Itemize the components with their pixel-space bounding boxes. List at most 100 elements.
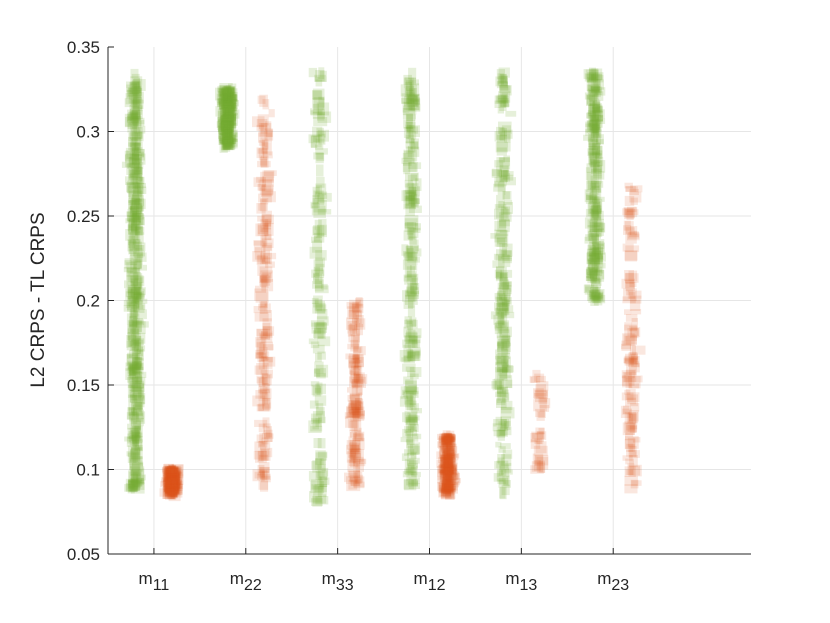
data-point bbox=[403, 326, 412, 338]
data-point bbox=[405, 122, 413, 129]
data-point bbox=[440, 489, 452, 500]
data-point bbox=[494, 180, 504, 188]
data-point bbox=[595, 153, 602, 159]
data-point bbox=[220, 138, 234, 144]
data-point bbox=[448, 481, 460, 488]
data-point bbox=[256, 404, 270, 412]
data-point bbox=[438, 490, 446, 498]
data-point bbox=[348, 403, 357, 409]
data-point bbox=[591, 148, 599, 155]
data-point bbox=[497, 312, 504, 324]
data-point bbox=[161, 467, 173, 473]
data-point bbox=[128, 362, 140, 370]
data-point bbox=[316, 176, 325, 188]
data-point bbox=[406, 395, 413, 402]
data-point bbox=[502, 364, 509, 373]
data-point bbox=[223, 127, 232, 139]
data-point bbox=[312, 302, 326, 314]
data-point bbox=[439, 445, 448, 453]
data-point bbox=[442, 467, 457, 478]
data-point bbox=[628, 270, 638, 282]
data-point bbox=[498, 127, 506, 141]
data-point bbox=[625, 335, 637, 345]
data-point bbox=[266, 130, 273, 138]
data-point bbox=[128, 218, 143, 229]
data-point bbox=[261, 391, 269, 405]
data-point bbox=[585, 167, 598, 180]
data-point bbox=[437, 441, 449, 448]
data-point bbox=[257, 225, 269, 234]
data-point bbox=[406, 426, 418, 432]
data-point bbox=[495, 367, 508, 379]
data-point bbox=[623, 225, 632, 235]
data-point bbox=[262, 142, 272, 156]
data-point bbox=[129, 413, 140, 422]
data-point bbox=[588, 104, 599, 117]
data-point bbox=[127, 385, 135, 398]
data-point bbox=[498, 121, 512, 134]
data-point bbox=[221, 140, 231, 152]
data-point bbox=[531, 431, 544, 442]
data-point bbox=[166, 476, 180, 489]
data-point bbox=[410, 285, 417, 295]
data-point bbox=[445, 489, 454, 499]
data-point bbox=[622, 455, 633, 461]
data-point bbox=[163, 463, 175, 476]
data-point bbox=[165, 477, 178, 487]
data-point bbox=[132, 370, 142, 384]
data-point bbox=[312, 419, 319, 430]
data-point bbox=[311, 327, 322, 334]
data-point bbox=[221, 138, 235, 145]
data-point bbox=[499, 326, 512, 338]
data-point bbox=[407, 131, 417, 140]
data-point bbox=[254, 419, 268, 427]
data-point bbox=[131, 319, 145, 326]
data-point bbox=[594, 245, 601, 255]
data-point bbox=[130, 76, 143, 85]
data-point bbox=[496, 141, 511, 152]
data-point bbox=[133, 420, 141, 431]
data-point bbox=[315, 452, 328, 461]
data-point bbox=[317, 224, 325, 236]
data-point bbox=[321, 467, 329, 477]
data-point bbox=[349, 408, 364, 416]
data-point bbox=[217, 98, 232, 106]
data-point bbox=[134, 245, 145, 252]
data-point bbox=[128, 286, 140, 295]
data-point bbox=[224, 96, 231, 103]
data-point bbox=[538, 427, 545, 434]
data-point bbox=[404, 335, 419, 349]
data-point bbox=[494, 220, 506, 231]
data-point bbox=[133, 93, 141, 106]
data-point bbox=[169, 486, 178, 496]
data-point bbox=[315, 263, 325, 276]
data-point bbox=[130, 394, 137, 401]
data-point bbox=[496, 387, 507, 397]
data-point bbox=[130, 221, 137, 232]
data-point bbox=[352, 437, 365, 450]
data-point bbox=[441, 437, 456, 445]
data-point bbox=[219, 101, 232, 110]
data-point bbox=[131, 142, 140, 151]
data-point bbox=[127, 208, 138, 217]
data-point bbox=[626, 423, 635, 431]
data-point bbox=[225, 96, 233, 108]
data-point bbox=[443, 454, 452, 464]
data-point bbox=[500, 176, 508, 182]
data-point bbox=[402, 471, 417, 478]
data-point bbox=[443, 449, 456, 463]
data-point bbox=[221, 126, 230, 132]
data-point bbox=[403, 230, 413, 241]
data-point bbox=[165, 481, 173, 495]
data-point bbox=[129, 390, 144, 403]
data-point bbox=[259, 266, 273, 274]
data-point bbox=[261, 214, 274, 225]
data-point bbox=[355, 431, 365, 442]
data-point bbox=[315, 304, 327, 312]
data-point bbox=[168, 470, 178, 478]
data-point bbox=[589, 123, 600, 131]
data-point bbox=[136, 198, 146, 210]
data-point bbox=[346, 440, 361, 450]
data-point bbox=[401, 190, 413, 202]
data-point bbox=[346, 482, 361, 492]
